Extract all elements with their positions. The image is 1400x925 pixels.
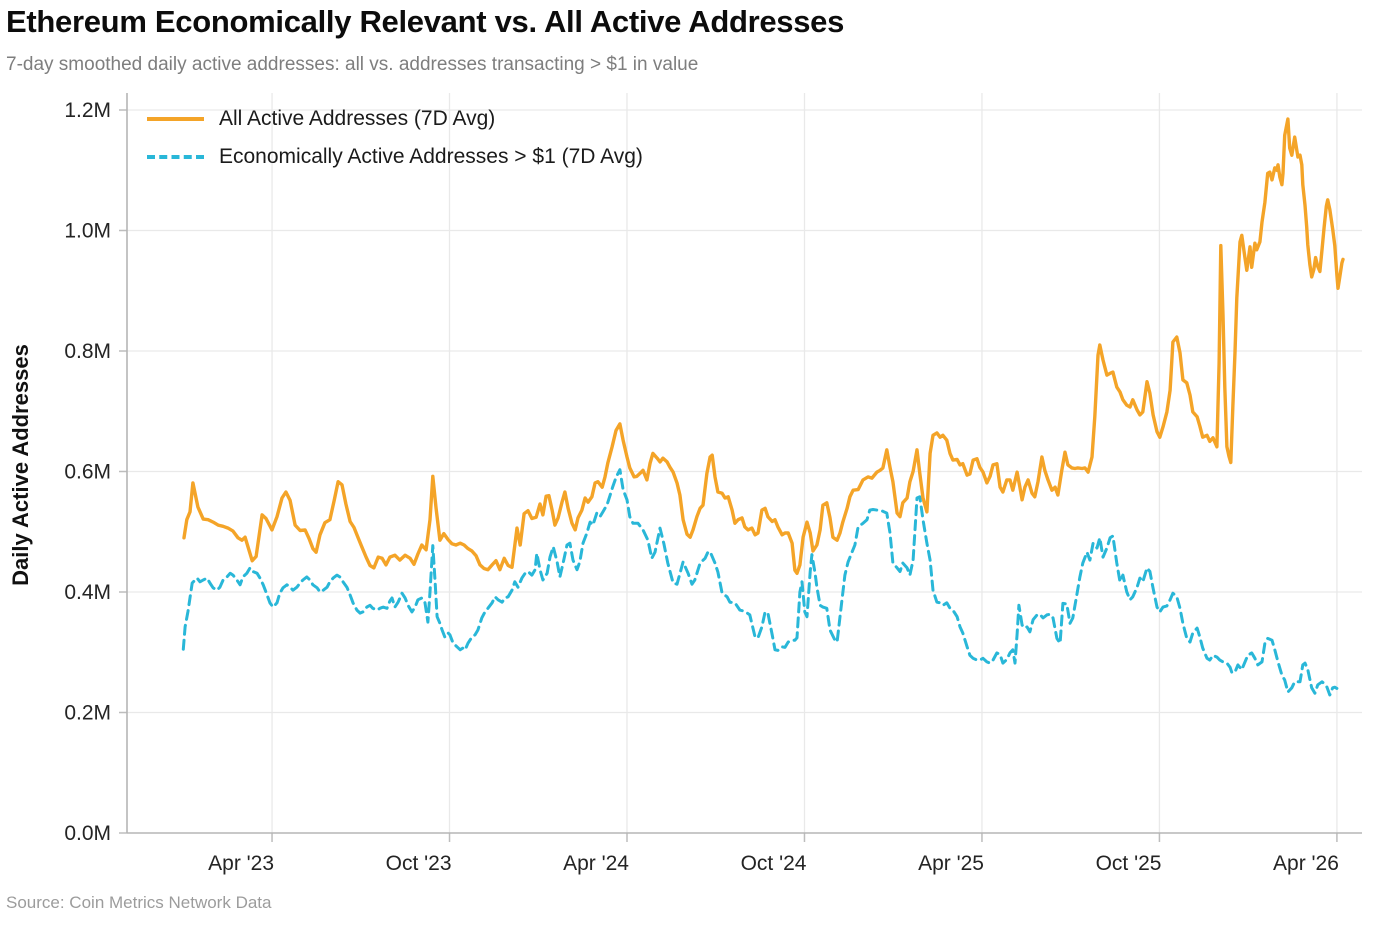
x-tick-label: Apr '26: [1273, 852, 1339, 875]
y-tick-label: 0.6M: [64, 461, 111, 484]
chart-title: Ethereum Economically Relevant vs. All A…: [6, 4, 845, 39]
x-tick-label: Oct '25: [1096, 852, 1162, 875]
dashed-line-swatch-icon: [147, 155, 204, 159]
series-line-economically-active: [181, 468, 1339, 697]
legend-label-econ-active: Economically Active Addresses > $1 (7D A…: [219, 145, 643, 168]
y-tick-label: 1.2M: [64, 99, 111, 122]
x-tick-label: Oct '23: [386, 852, 452, 875]
y-tick-label: 0.4M: [64, 581, 111, 604]
legend: All Active Addresses (7D Avg) Economical…: [147, 100, 643, 176]
source-note: Source: Coin Metrics Network Data: [6, 893, 272, 912]
x-tick-label: Apr '24: [563, 852, 629, 875]
series-line-all-active: [182, 117, 1345, 575]
chart-subtitle: 7-day smoothed daily active addresses: a…: [6, 54, 699, 75]
y-tick-label: 1.0M: [64, 220, 111, 243]
y-tick-label: 0.8M: [64, 340, 111, 363]
y-tick-label: 0.0M: [64, 822, 111, 845]
x-tick-label: Apr '23: [208, 852, 274, 875]
x-tick-label: Apr '25: [918, 852, 984, 875]
x-tick-label: Oct '24: [741, 852, 807, 875]
solid-line-swatch-icon: [147, 117, 204, 121]
y-tick-label: 0.2M: [64, 702, 111, 725]
legend-item-economically-active-addresses: Economically Active Addresses > $1 (7D A…: [147, 138, 643, 176]
legend-item-all-active-addresses: All Active Addresses (7D Avg): [147, 100, 643, 138]
legend-label-all-active: All Active Addresses (7D Avg): [219, 107, 496, 130]
